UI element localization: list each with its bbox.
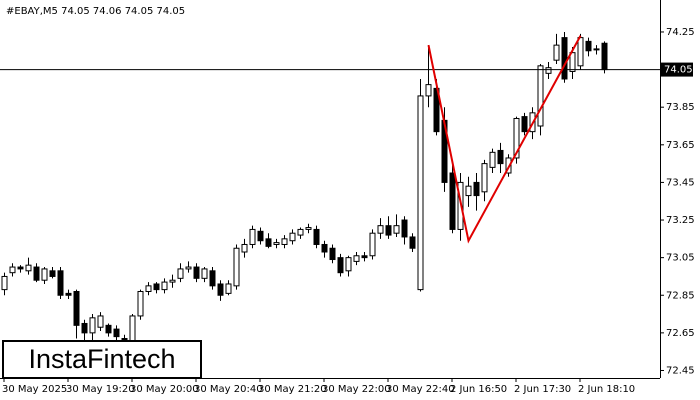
candle-body bbox=[345, 257, 352, 272]
candle-body bbox=[593, 48, 600, 51]
candle-body bbox=[513, 117, 520, 159]
y-tick-label: 72.45 bbox=[666, 365, 695, 376]
candle-body bbox=[393, 225, 400, 234]
candle-body bbox=[225, 283, 232, 294]
x-tick-label: 30 May 22:40 bbox=[386, 384, 455, 395]
candle-body bbox=[321, 243, 328, 253]
price-box bbox=[661, 62, 693, 77]
candle-body bbox=[353, 255, 360, 262]
candle-body bbox=[81, 322, 88, 334]
candle-body bbox=[257, 230, 264, 242]
candle-body bbox=[145, 285, 152, 292]
candle-body bbox=[49, 270, 56, 277]
candle-body bbox=[169, 279, 176, 283]
candle-body bbox=[65, 292, 72, 296]
candle-body bbox=[97, 315, 104, 328]
candle-body bbox=[473, 181, 480, 197]
candle-body bbox=[289, 232, 296, 242]
candle-body bbox=[281, 238, 288, 245]
candle-body bbox=[481, 163, 488, 193]
candle-body bbox=[113, 328, 120, 338]
x-tick-label: 30 May 20:40 bbox=[194, 384, 263, 395]
x-tick-label: 30 May 19:20 bbox=[66, 384, 135, 395]
candle-body bbox=[577, 37, 584, 67]
candle-body bbox=[17, 266, 24, 270]
candle-body bbox=[553, 44, 560, 61]
x-tick-label: 30 May 22:00 bbox=[322, 384, 391, 395]
candle-body bbox=[33, 266, 40, 281]
candle-body bbox=[537, 65, 544, 127]
candle-body bbox=[497, 149, 504, 165]
candle-body bbox=[1, 275, 8, 291]
candle-body bbox=[425, 84, 432, 97]
candle-body bbox=[601, 42, 608, 71]
candle-body bbox=[9, 266, 16, 274]
candle-body bbox=[89, 317, 96, 334]
x-tick-label: 2 Jun 17:30 bbox=[514, 384, 571, 395]
candle-body bbox=[385, 225, 392, 236]
pattern-line bbox=[427, 35, 582, 244]
candle-body bbox=[161, 281, 168, 291]
candle-body bbox=[337, 257, 344, 274]
candle-body bbox=[561, 37, 568, 80]
candle-body bbox=[361, 255, 368, 259]
x-tick-label: 30 May 21:20 bbox=[258, 384, 327, 395]
candle-body bbox=[25, 264, 32, 272]
candle-body bbox=[545, 67, 552, 74]
candle-body bbox=[265, 238, 272, 247]
candle-body bbox=[489, 151, 496, 168]
x-tick-label: 30 May 2025 bbox=[2, 384, 67, 395]
candle-body bbox=[177, 268, 184, 279]
candle-body bbox=[369, 232, 376, 257]
candle-body bbox=[329, 247, 336, 261]
candle-body bbox=[585, 40, 592, 52]
y-tick-label: 72.85 bbox=[666, 290, 695, 301]
price-label: 74.05 bbox=[664, 65, 693, 76]
candle-body bbox=[193, 266, 200, 279]
candle-body bbox=[409, 236, 416, 249]
candle-body bbox=[137, 290, 144, 317]
candle-body bbox=[401, 219, 408, 238]
candle-body bbox=[297, 228, 304, 236]
chart-title: #EBAY,M5 74.05 74.06 74.05 74.05 bbox=[6, 6, 185, 17]
candle-body bbox=[209, 270, 216, 287]
candle-body bbox=[241, 243, 248, 253]
x-tick-label: 30 May 20:00 bbox=[130, 384, 199, 395]
y-tick-label: 72.65 bbox=[666, 328, 695, 339]
watermark: InstaFintech bbox=[28, 344, 175, 374]
candle-body bbox=[521, 116, 528, 133]
candle-body bbox=[249, 228, 256, 245]
candle-body bbox=[233, 247, 240, 287]
candle-body bbox=[217, 283, 224, 296]
candle-body bbox=[73, 290, 80, 326]
candle-body bbox=[153, 283, 160, 291]
x-tick-label: 2 Jun 18:10 bbox=[578, 384, 635, 395]
y-tick-label: 73.25 bbox=[666, 215, 695, 226]
candle-body bbox=[313, 228, 320, 245]
candle-body bbox=[129, 315, 136, 343]
candle-body bbox=[41, 268, 48, 281]
y-tick-label: 73.05 bbox=[666, 253, 695, 264]
candle-body bbox=[377, 225, 384, 234]
y-tick-label: 73.85 bbox=[666, 102, 695, 113]
candle-body bbox=[449, 172, 456, 230]
candle-body bbox=[201, 268, 208, 279]
y-tick-label: 73.65 bbox=[666, 140, 695, 151]
candle-body bbox=[185, 266, 192, 270]
candle-body bbox=[417, 95, 424, 291]
candle-body bbox=[569, 52, 576, 72]
candle-body bbox=[465, 185, 472, 197]
watermark-box bbox=[2, 340, 202, 379]
y-tick-label: 74.25 bbox=[666, 27, 695, 38]
candle-body bbox=[105, 324, 112, 334]
candle-body bbox=[57, 270, 64, 296]
candle-body bbox=[305, 227, 312, 230]
x-tick-label: 2 Jun 16:50 bbox=[450, 384, 507, 395]
y-tick-label: 73.45 bbox=[666, 177, 695, 188]
candle-body bbox=[273, 242, 280, 245]
